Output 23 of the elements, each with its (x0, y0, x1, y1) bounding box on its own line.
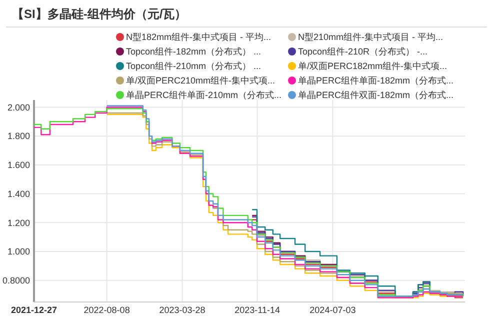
x-tick-label: 2023-11-14 (234, 305, 280, 315)
legend-label: N型210mm组件-集中式项目 - 平均... (298, 32, 444, 42)
legend-label: Topcon组件-210mm（分布式） ... (126, 61, 262, 72)
y-tick-label: 1.600 (7, 160, 30, 170)
legend-label: 单晶PERC组件单面-182mm（分布式... (298, 76, 454, 86)
legend-label: Topcon组件-182mm（分布式） ... (126, 46, 262, 57)
x-tick-label: 2021-12-27 (10, 305, 58, 315)
legend-label: 单晶PERC组件双面-182mm（分布式... (298, 90, 454, 100)
legend-label: 单晶PERC组件单面-210mm（分布式... (126, 90, 282, 100)
y-tick-label: 1.000 (7, 246, 30, 257)
legend-label: Topcon组件-210R（分布式） -... (298, 46, 428, 57)
chart-title: 【SI】多晶硅-组件均价（元/瓦） (12, 7, 187, 21)
y-tick-label: 1.800 (7, 131, 30, 142)
y-tick-label: 1.400 (7, 188, 30, 199)
y-tick-label: 0.8000 (2, 276, 30, 286)
x-tick-label: 2022-08-08 (84, 305, 130, 315)
x-tick-label: 2023-03-28 (159, 305, 206, 315)
legend-label: 单/双面PERC210mm组件-集中式项... (126, 76, 276, 86)
y-tick-label: 1.200 (7, 218, 30, 228)
legend-label: 单/双面PERC182mm组件-集中式项... (298, 61, 448, 72)
legend-label: N型182mm组件-集中式项目 - 平均... (126, 32, 272, 42)
x-tick-label: 2024-07-03 (310, 305, 356, 315)
y-tick-label: 2.000 (7, 102, 30, 112)
